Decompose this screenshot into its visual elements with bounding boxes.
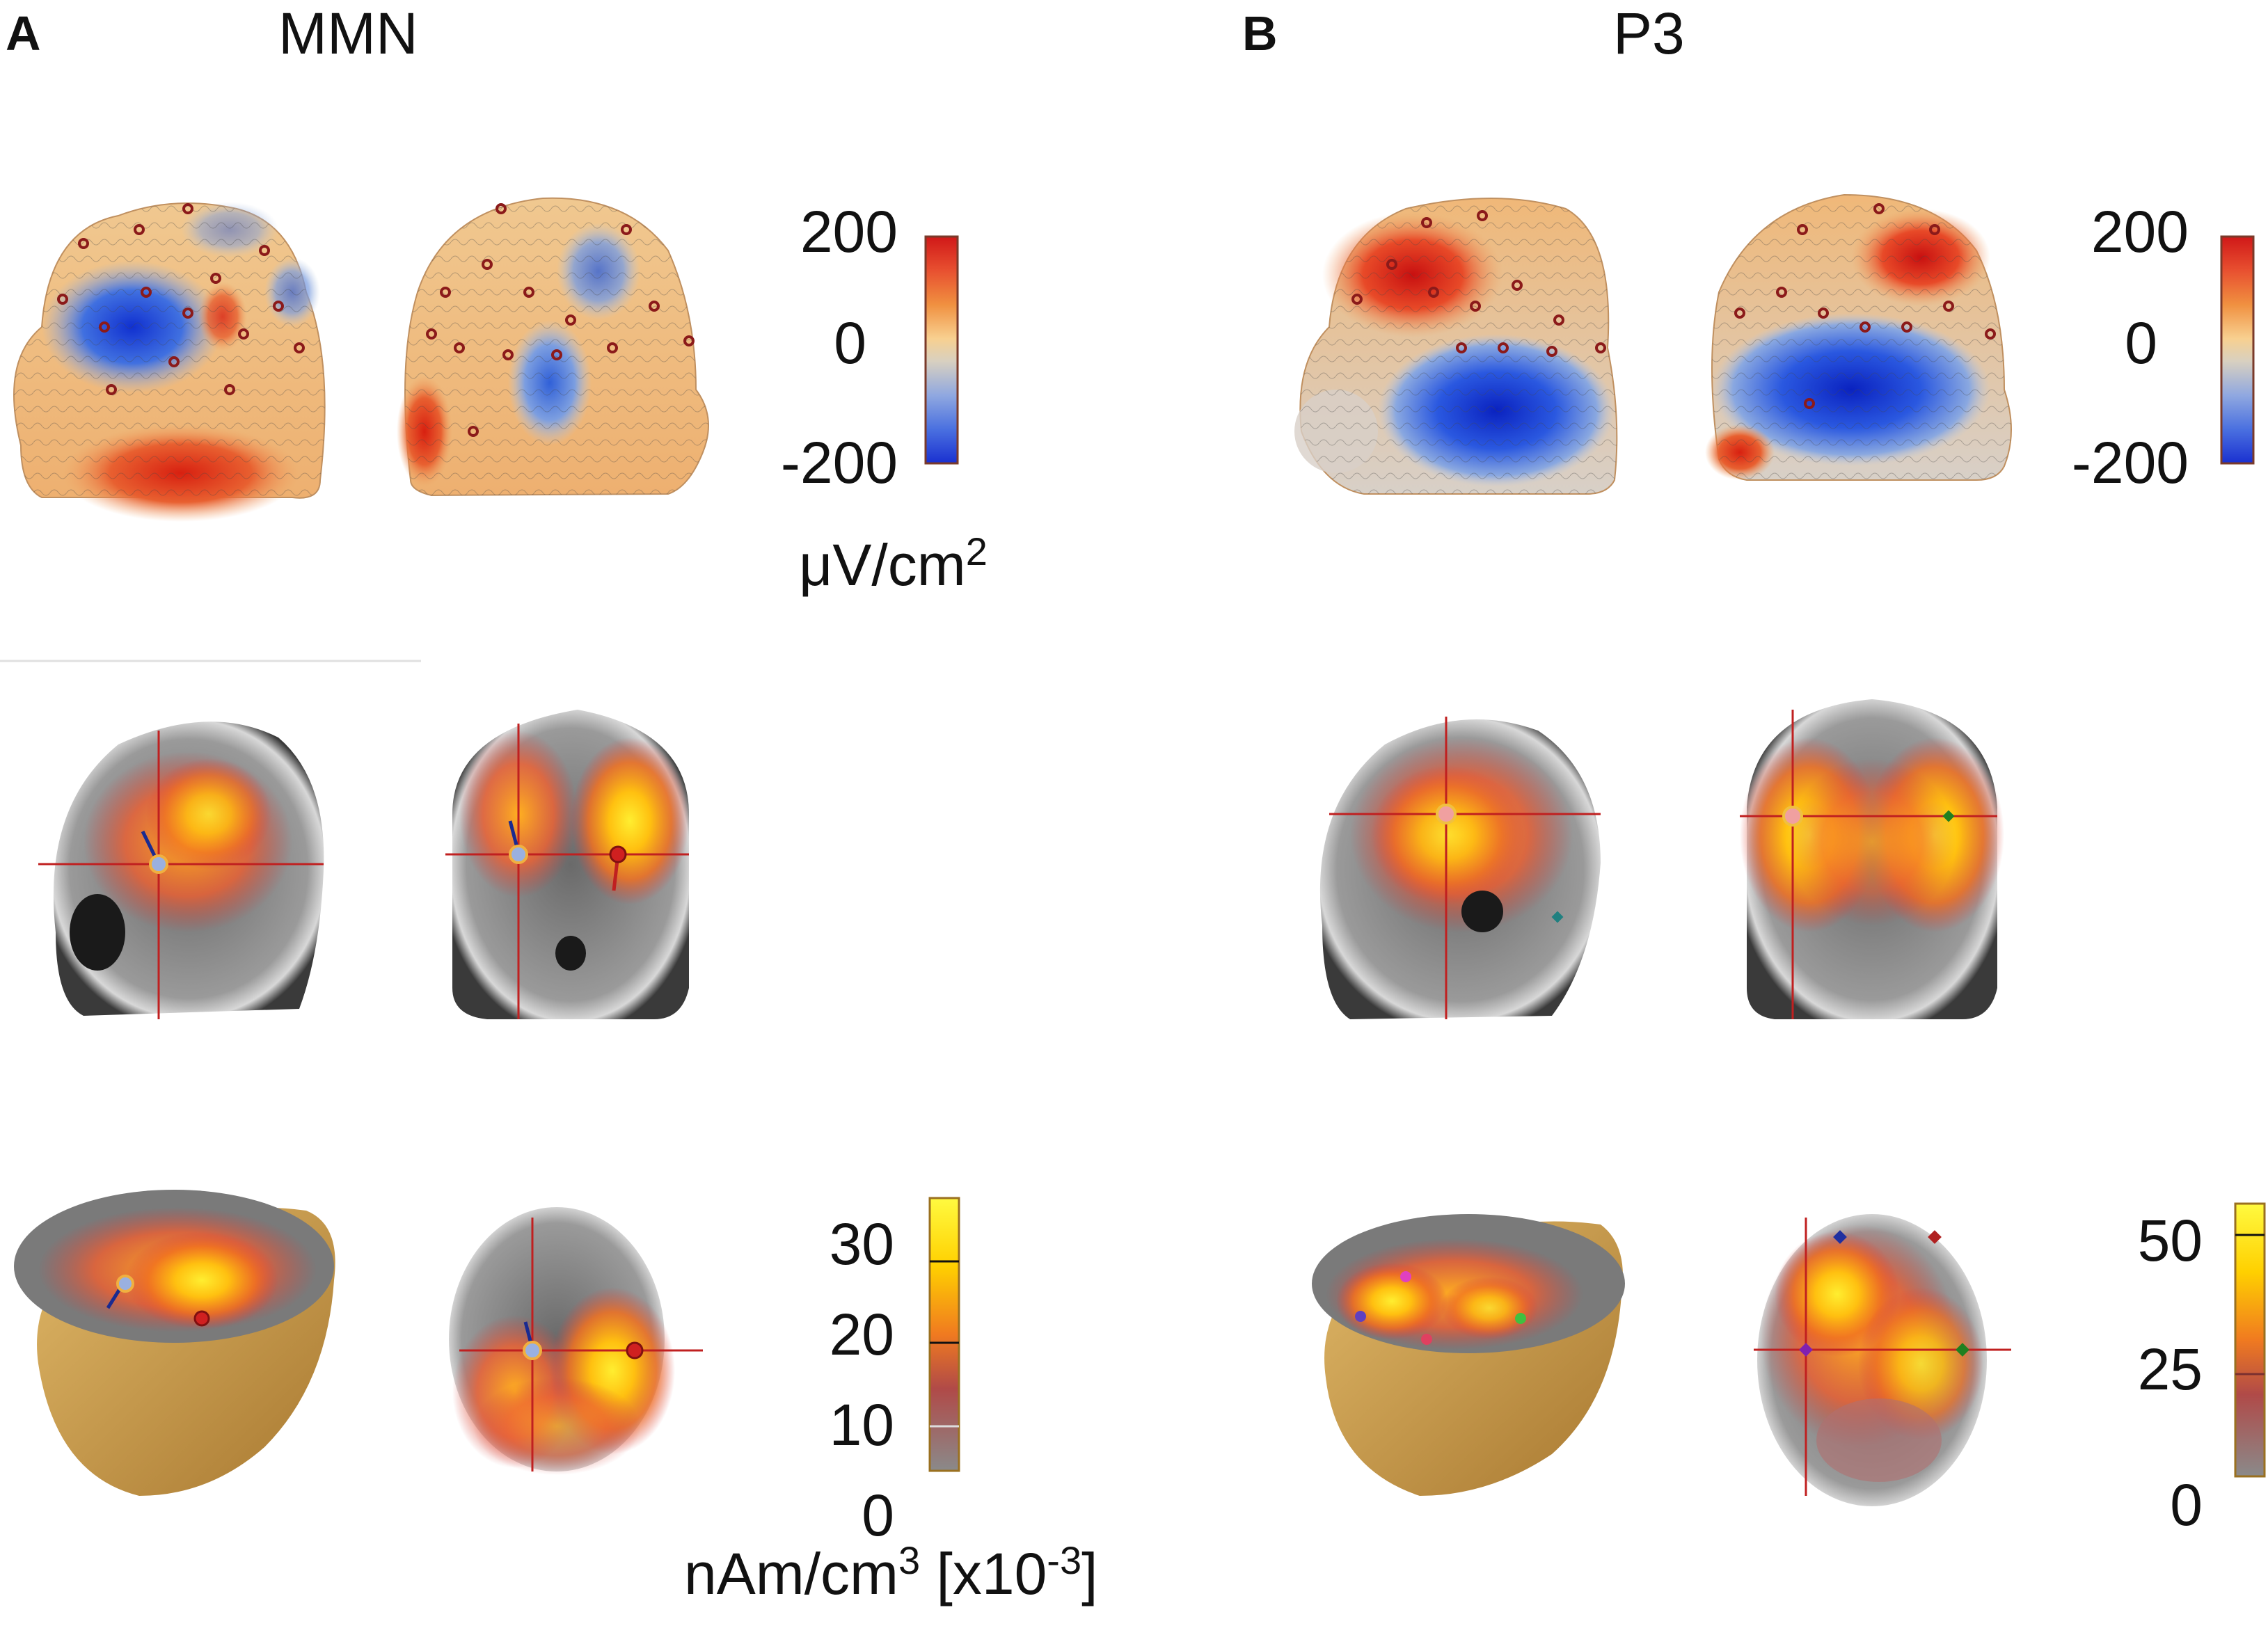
scalp-electrodes — [57, 203, 1996, 437]
p3-sagittal-slice — [1319, 717, 1601, 1019]
panel-a-title: MMN — [278, 1, 418, 66]
p3-source-tick-25: 25 — [2137, 1337, 2203, 1402]
mmn-axial-slice — [449, 1207, 703, 1475]
mmn-scalp-colorbar — [924, 235, 959, 465]
p3-scalp-tick-min: -200 — [2071, 430, 2189, 495]
p3-scalp-tick-mid: 0 — [2125, 310, 2157, 376]
mmn-source-tick-0: 0 — [862, 1483, 894, 1548]
mmn-source-tick-20: 20 — [829, 1302, 894, 1367]
mmn-source-tick-10: 10 — [829, 1392, 894, 1458]
mmn-scalp-tick-max: 200 — [800, 199, 898, 264]
panel-b-title: P3 — [1613, 1, 1685, 66]
mmn-source-tick-30: 30 — [829, 1211, 894, 1277]
p3-3d-head — [1312, 1214, 1625, 1496]
mmn-scalp-tick-min: -200 — [780, 430, 898, 495]
p3-scalp-tick-max: 200 — [2091, 199, 2189, 264]
mmn-3d-head — [14, 1190, 335, 1496]
source-unit-label: nAm/cm3 [x10-3] — [684, 1538, 1098, 1606]
mmn-scalp-map-right — [397, 197, 709, 497]
p3-scalp-map-right — [1705, 193, 2012, 481]
mmn-sagittal-slice — [38, 721, 324, 1019]
p3-source-colorbar — [2234, 1202, 2266, 1478]
p3-scalp-map-left — [1294, 198, 1618, 495]
p3-source-tick-0: 0 — [2170, 1472, 2203, 1538]
p3-coronal-slice — [1740, 699, 2004, 1019]
mmn-scalp-map-left — [13, 202, 326, 522]
p3-scalp-colorbar — [2220, 235, 2255, 465]
panel-b-letter: B — [1242, 6, 1278, 61]
panel-a-letter: A — [6, 6, 41, 61]
mmn-coronal-slice — [445, 710, 689, 1019]
p3-source-tick-50: 50 — [2137, 1208, 2203, 1273]
mmn-source-colorbar — [928, 1197, 960, 1472]
scalp-unit-label: μV/cm2 — [799, 529, 988, 598]
mmn-scalp-tick-mid: 0 — [834, 310, 866, 376]
p3-axial-slice — [1754, 1214, 2011, 1506]
